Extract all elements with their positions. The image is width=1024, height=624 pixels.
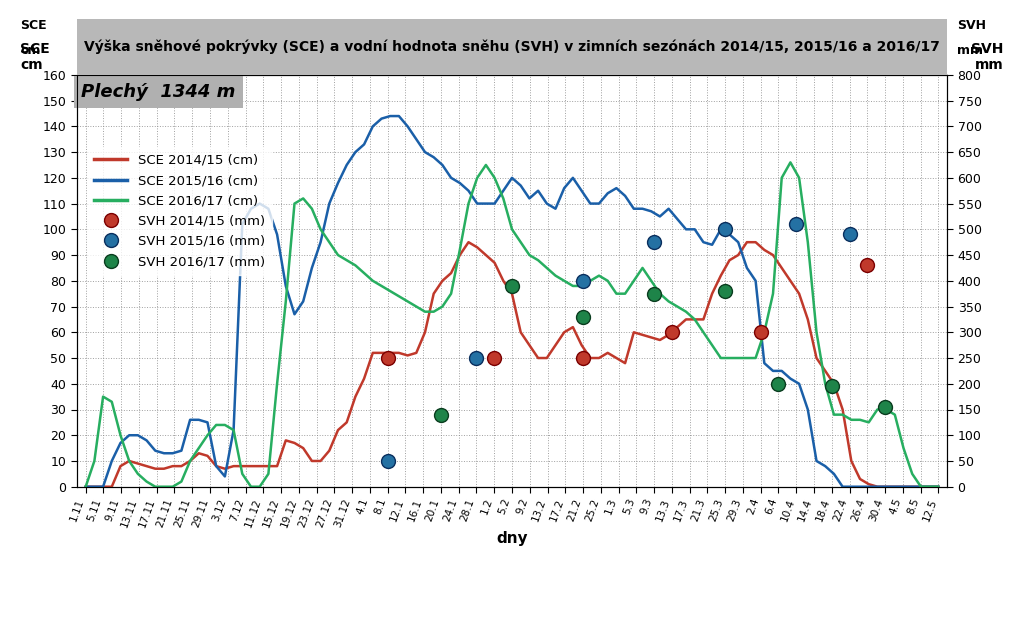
Point [770, 379, 786, 389]
Legend: SCE 2014/15 (cm), SCE 2015/16 (cm), SCE 2016/17 (cm), SVH 2014/15 (mm), SVH 2015: SCE 2014/15 (cm), SCE 2015/16 (cm), SCE … [88, 147, 271, 275]
Point [877, 402, 893, 412]
Point [753, 327, 769, 337]
Text: SVH: SVH [957, 19, 986, 32]
Point [380, 353, 396, 363]
Point [646, 289, 663, 299]
Point [842, 230, 858, 240]
Point [664, 327, 680, 337]
Text: SCE
cm: SCE cm [20, 42, 50, 72]
Point [823, 381, 840, 391]
Point [717, 286, 733, 296]
Text: cm: cm [20, 44, 41, 57]
Point [380, 456, 396, 466]
Text: SVH
mm: SVH mm [972, 42, 1004, 72]
Text: Plechý  1344 m: Plechý 1344 m [81, 83, 236, 101]
Point [574, 276, 591, 286]
Point [433, 409, 450, 419]
Point [468, 353, 484, 363]
Text: SCE: SCE [20, 19, 47, 32]
X-axis label: dny: dny [497, 532, 527, 547]
Point [859, 260, 876, 270]
Text: Výška sněhové pokrývky (SCE) a vodní hodnota sněhu (SVH) v zimních sezónách 2014: Výška sněhové pokrývky (SCE) a vodní hod… [84, 39, 940, 54]
Text: mm: mm [957, 44, 983, 57]
Point [574, 312, 591, 322]
Point [486, 353, 503, 363]
Point [504, 281, 520, 291]
Point [717, 224, 733, 234]
Point [788, 219, 805, 229]
Point [646, 237, 663, 247]
Point [574, 353, 591, 363]
